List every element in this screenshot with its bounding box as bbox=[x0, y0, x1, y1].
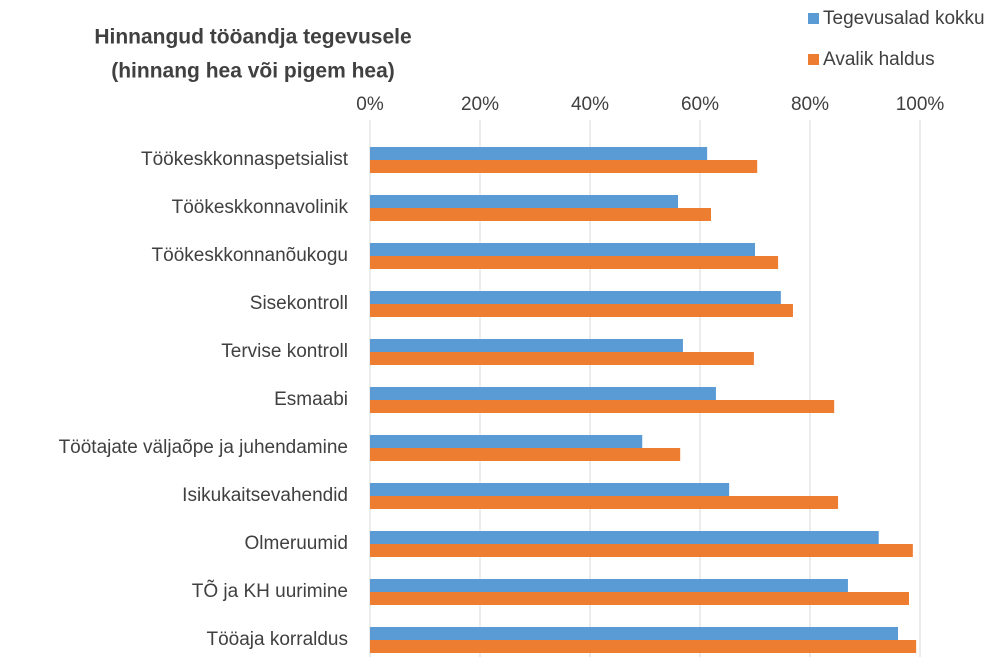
bar bbox=[370, 304, 793, 317]
y-tick-label: Töökeskkonnavolinik bbox=[172, 197, 349, 218]
chart-title: (hinnang hea või pigem hea) bbox=[111, 60, 395, 83]
y-tick-label: Isikukaitsevahendid bbox=[182, 485, 348, 506]
bar bbox=[370, 579, 848, 592]
bar bbox=[370, 243, 755, 256]
y-tick-label: Töötajate väljaõpe ja juhendamine bbox=[59, 437, 348, 458]
bar bbox=[370, 400, 835, 413]
bar bbox=[370, 592, 909, 605]
x-tick-label: 80% bbox=[791, 94, 829, 115]
bar bbox=[370, 291, 781, 304]
x-tick-label: 60% bbox=[681, 94, 719, 115]
bar bbox=[370, 435, 643, 448]
bar bbox=[370, 483, 730, 496]
x-tick-label: 20% bbox=[461, 94, 499, 115]
bar bbox=[370, 496, 839, 509]
y-tick-label: Esmaabi bbox=[274, 389, 348, 410]
legend-label: Tegevusalad kokku bbox=[823, 8, 985, 29]
y-tick-label: Tööaja korraldus bbox=[206, 629, 348, 650]
bar bbox=[370, 339, 683, 352]
bar bbox=[370, 544, 913, 557]
bar bbox=[370, 627, 898, 640]
bar bbox=[370, 448, 681, 461]
bar bbox=[370, 352, 754, 365]
y-tick-label: Olmeruumid bbox=[245, 533, 348, 554]
y-tick-label: Sisekontroll bbox=[250, 293, 348, 314]
legend-swatch bbox=[808, 13, 819, 24]
chart-title: Hinnangud tööandja tegevusele bbox=[94, 26, 411, 49]
y-tick-label: Töökeskkonnaspetsialist bbox=[141, 149, 349, 170]
bar bbox=[370, 195, 678, 208]
x-tick-label: 40% bbox=[571, 94, 609, 115]
bar bbox=[370, 147, 708, 160]
x-tick-label: 0% bbox=[356, 94, 384, 115]
bar bbox=[370, 387, 716, 400]
y-tick-label: TÕ ja KH uurimine bbox=[192, 580, 348, 602]
x-tick-label: 100% bbox=[896, 94, 945, 115]
legend-swatch bbox=[808, 54, 819, 65]
bar bbox=[370, 531, 879, 544]
bar bbox=[370, 256, 779, 269]
legend-label: Avalik haldus bbox=[823, 49, 935, 70]
bar bbox=[370, 160, 758, 173]
y-tick-label: Töökeskkonnanõukogu bbox=[152, 245, 348, 266]
y-tick-label: Tervise kontroll bbox=[221, 341, 348, 362]
bar bbox=[370, 208, 711, 221]
bar bbox=[370, 640, 917, 653]
